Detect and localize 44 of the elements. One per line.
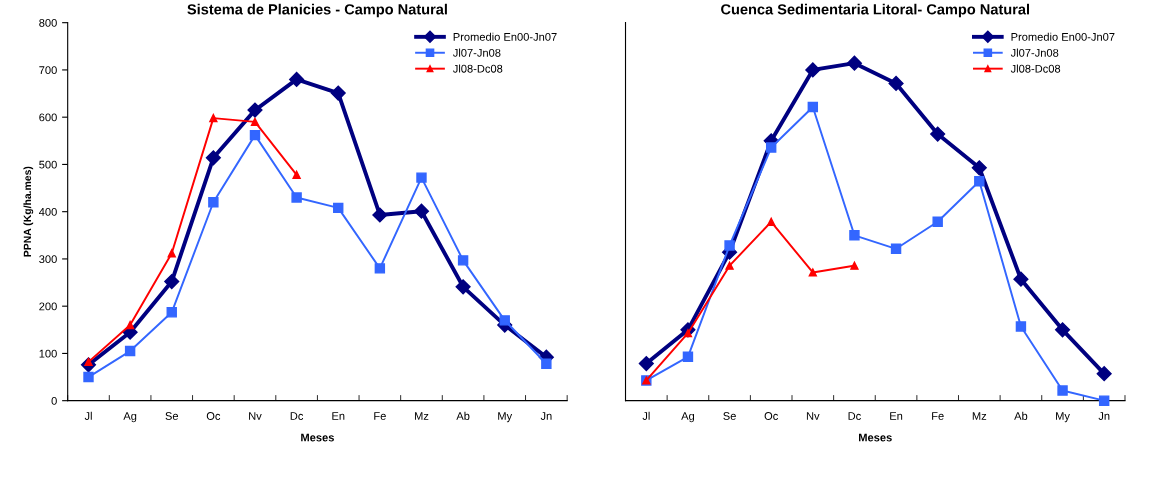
x-tick-label: Ab: [1014, 411, 1028, 420]
x-tick-label: Dc: [848, 412, 861, 420]
x-tick-label: Fe: [374, 412, 386, 420]
legend-label: Promedio En00-Jn07: [1011, 32, 1115, 41]
y-tick-label: 0: [51, 396, 57, 405]
x-tick-label: Ag: [681, 412, 695, 423]
legend-label: Jl07-Jn08: [1010, 48, 1059, 57]
x-tick-label: En: [890, 412, 903, 420]
legend-label: Jl07-Jn08: [452, 48, 501, 57]
y-tick-label: 300: [39, 255, 57, 264]
y-tick-label: 200: [39, 302, 57, 311]
x-tick-label: Jn: [1098, 412, 1110, 420]
y-axis-title: PPNA (Kg/ha.mes): [23, 166, 34, 257]
y-tick-label: 600: [39, 113, 57, 122]
x-tick-label: My: [498, 412, 513, 423]
x-tick-label: Mz: [972, 412, 987, 420]
x-tick-label: Nv: [806, 412, 820, 420]
x-tick-label: Se: [165, 412, 179, 420]
y-tick-label: 700: [39, 66, 57, 75]
x-tick-label: Oc: [764, 412, 778, 420]
legend-label: Promedio En00-Jn07: [453, 32, 557, 41]
y-tick-label: 800: [39, 18, 57, 27]
x-tick-label: Jn: [540, 412, 552, 420]
x-axis-title: Meses: [301, 433, 334, 442]
x-tick-label: My: [1056, 412, 1070, 423]
x-tick-label: Oc: [206, 412, 221, 420]
x-tick-label: Ag: [123, 412, 137, 423]
y-tick-label: 400: [38, 207, 57, 216]
x-tick-label: Dc: [290, 412, 304, 420]
x-tick-label: Fe: [932, 412, 944, 420]
x-tick-label: Ab: [456, 411, 470, 420]
x-tick-label: Se: [723, 412, 736, 420]
legend-label: Jl08-Dc08: [452, 64, 503, 73]
x-axis-title: Meses: [859, 433, 892, 442]
x-tick-label: En: [332, 412, 345, 420]
x-tick-label: Nv: [249, 412, 262, 420]
x-tick-label: Mz: [414, 412, 429, 420]
y-tick-label: 100: [39, 349, 57, 358]
chart-title: Sistema de Planicies - Campo Natural: [187, 3, 447, 18]
chart-title: Cuenca Sedimentaria Litoral- Campo Natural: [721, 3, 1030, 18]
x-tick-label: Jl: [84, 411, 92, 420]
y-tick-label: 500: [39, 160, 57, 169]
x-tick-label: Jl: [642, 411, 650, 420]
legend-label: Jl08-Dc08: [1010, 64, 1061, 73]
